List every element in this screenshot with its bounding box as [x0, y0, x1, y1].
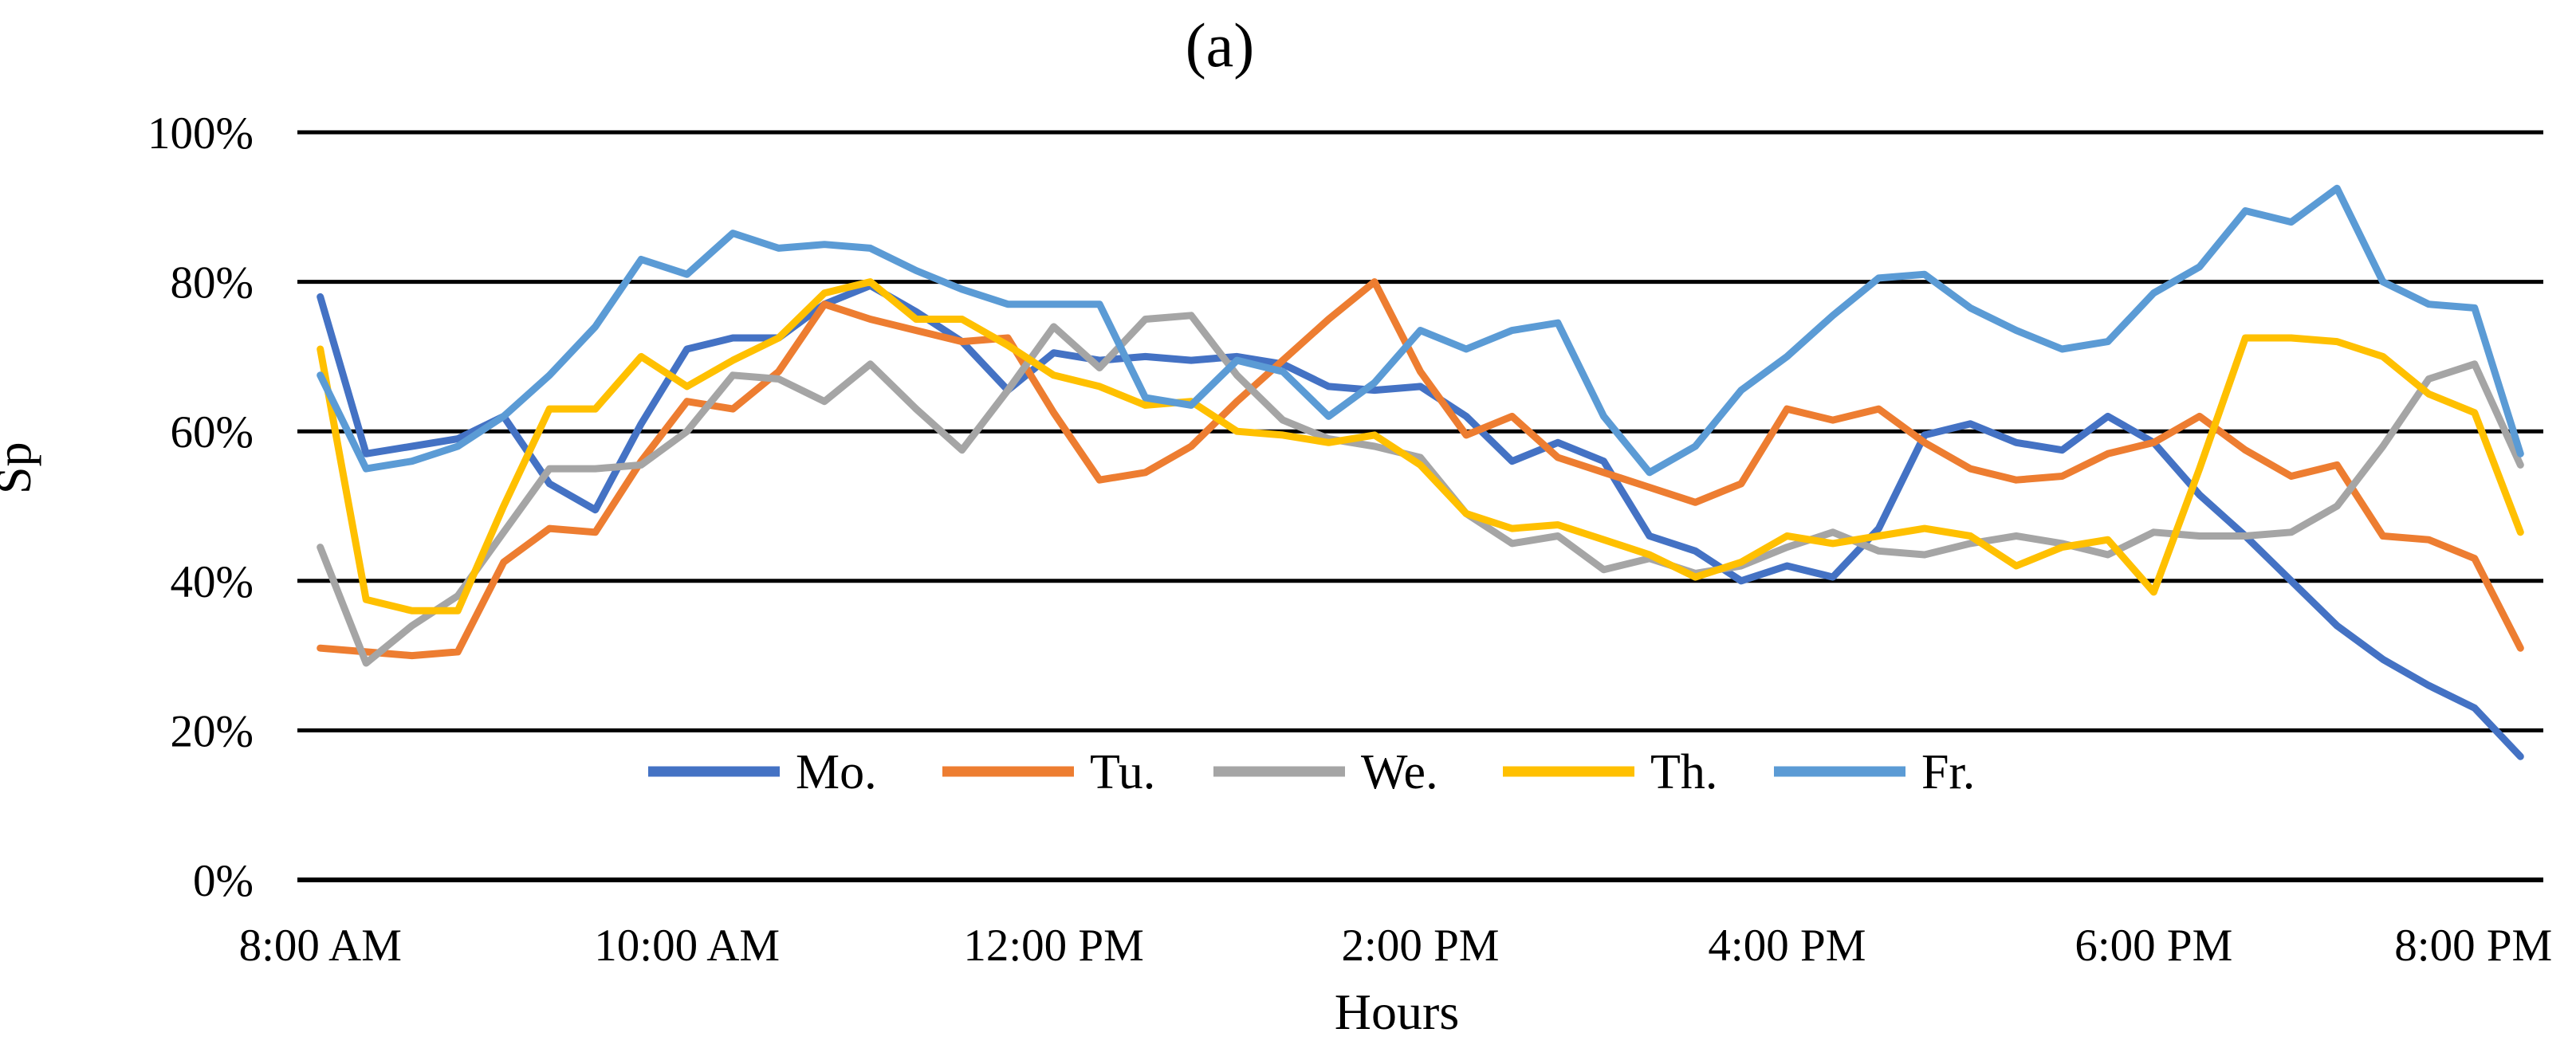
x-tick-label-8-00-PM: 8:00 PM [2394, 921, 2552, 971]
legend-label-Tu: Tu. [1090, 745, 1155, 799]
y-tick-label-20%: 20% [171, 706, 254, 756]
x-tick-label-4-00-PM: 4:00 PM [1708, 921, 1866, 971]
legend-label-We: We. [1361, 745, 1438, 799]
chart-title: (a) [1185, 10, 1255, 80]
series-line-Tu [317, 278, 2524, 660]
legend: Mo. Tu. We. Th. Fr. [648, 745, 1975, 799]
legend-label-Th: Th. [1650, 745, 1717, 799]
series-line-Fr [317, 184, 2524, 477]
y-tick-label-80%: 80% [171, 258, 254, 308]
series-line-We [317, 312, 2524, 667]
legend-label-Mo: Mo. [796, 745, 877, 799]
x-tick-label-8-00-AM: 8:00 AM [239, 921, 402, 971]
x-tick-label-10-00-AM: 10:00 AM [594, 921, 780, 971]
series-line-Th [317, 278, 2524, 614]
series-line-Mo [317, 281, 2524, 760]
x-tick-label-12-00-PM: 12:00 PM [963, 921, 1143, 971]
y-tick-label-100%: 100% [147, 108, 254, 159]
y-tick-label-40%: 40% [171, 557, 254, 607]
y-tick-label-0%: 0% [193, 856, 254, 906]
legend-label-Fr: Fr. [1921, 745, 1975, 799]
y-tick-label-60%: 60% [171, 407, 254, 457]
x-axis-title: Hours [1334, 984, 1460, 1040]
x-tick-label-2-00-PM: 2:00 PM [1342, 921, 1500, 971]
x-tick-label-6-00-PM: 6:00 PM [2075, 921, 2232, 971]
